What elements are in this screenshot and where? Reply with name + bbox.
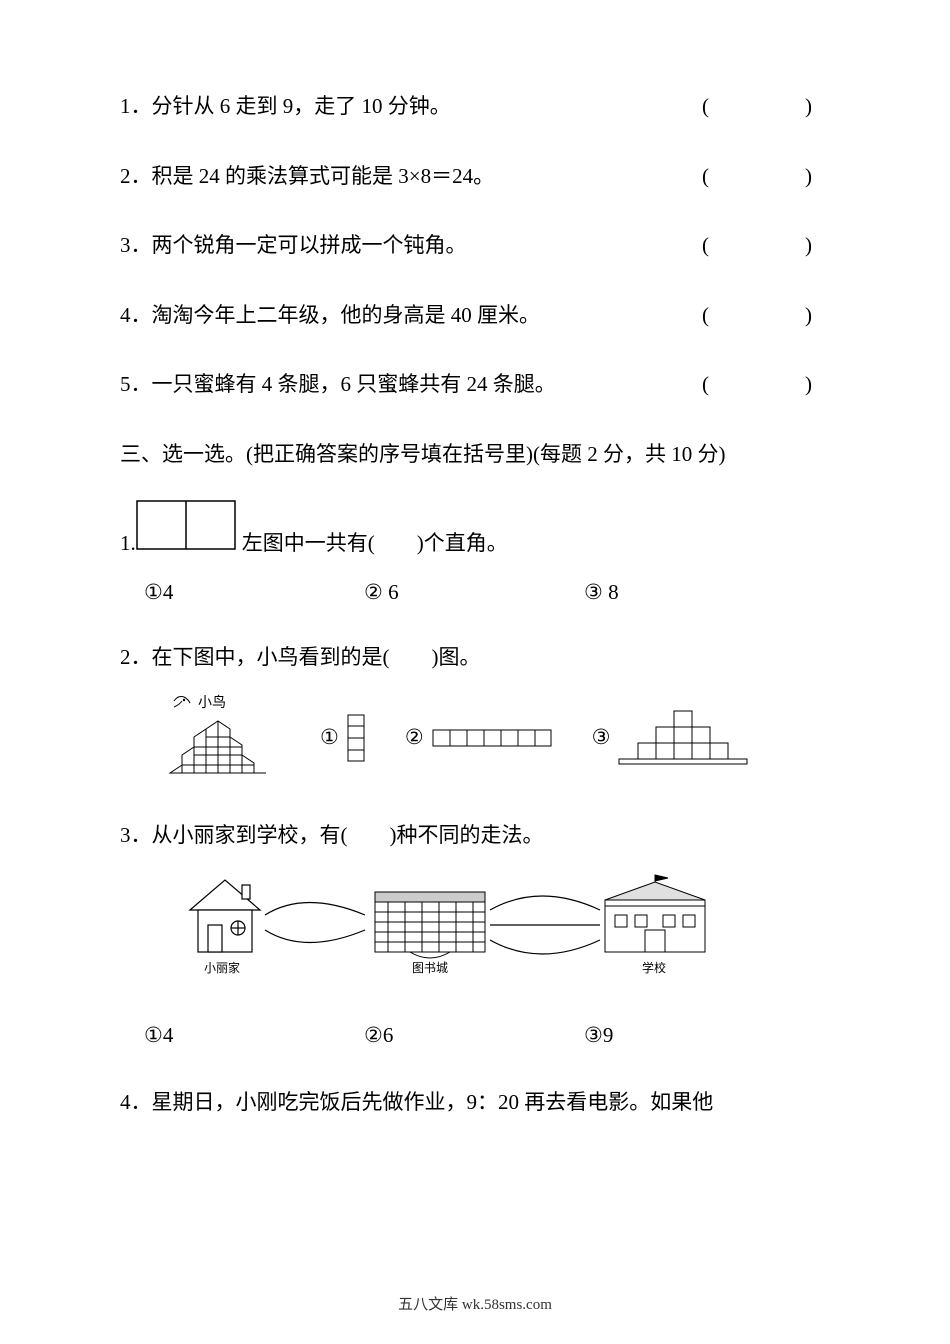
q3-2-text: 在下图中，小鸟看到的是( )图。: [152, 645, 481, 669]
q3-2-options: ① ②: [320, 710, 830, 765]
q3-1-num: 1.: [120, 527, 136, 561]
q3-1-opt-a: ①4: [144, 580, 364, 605]
home-label: 小丽家: [204, 960, 240, 975]
q3-4-text: 星期日，小刚吃完饭后先做作业，9：20 再去看电影。如果他: [152, 1090, 714, 1114]
q3-1-options: ①4 ② 6 ③ 8: [120, 580, 830, 605]
section-3-title: 三、选一选。(把正确答案的序号填在括号里)(每题 2 分，共 10 分): [120, 438, 830, 472]
tf-item-4: 4．淘淘今年上二年级，他的身高是 40 厘米。 ( ): [120, 299, 830, 333]
tf-paren: ( ): [702, 299, 830, 333]
bookstore-icon: [375, 892, 485, 958]
page-footer: 五八文库 wk.58sms.com: [0, 1293, 950, 1314]
tf-item-3: 3．两个锐角一定可以拼成一个钝角。 ( ): [120, 229, 830, 263]
tf-text: 4．淘淘今年上二年级，他的身高是 40 厘米。: [120, 299, 702, 333]
tf-text: 3．两个锐角一定可以拼成一个钝角。: [120, 229, 702, 263]
q3-2: 2．在下图中，小鸟看到的是( )图。: [120, 641, 830, 675]
school-label: 学校: [642, 960, 666, 975]
q3-2-figure: 小鸟 ①: [120, 693, 830, 783]
circle-2: ②: [405, 725, 424, 750]
q3-3-opt-a: ①4: [144, 1023, 364, 1048]
tf-paren: ( ): [702, 229, 830, 263]
school-icon: [605, 875, 705, 952]
bird-house-icon: 小鸟: [160, 693, 290, 783]
q3-4-num: 4．: [120, 1090, 152, 1114]
q3-1-text: 左图中一共有( )个直角。: [242, 527, 508, 561]
circle-3: ③: [592, 725, 611, 750]
tf-paren: ( ): [702, 160, 830, 194]
q3-3-num: 3．: [120, 823, 152, 847]
opt-a-shape-icon: [347, 714, 365, 762]
tf-item-5: 5．一只蜜蜂有 4 条腿，6 只蜜蜂共有 24 条腿。 ( ): [120, 368, 830, 402]
q3-1-opt-c: ③ 8: [584, 580, 804, 605]
q3-2-num: 2．: [120, 645, 152, 669]
tf-text: 2．积是 24 的乘法算式可能是 3×8＝24。: [120, 160, 702, 194]
q3-2-opt-b: ②: [405, 725, 552, 750]
q3-3-figure: 小丽家 图书城: [120, 870, 830, 1005]
q3-1: 1. 左图中一共有( )个直角。: [120, 500, 830, 561]
q3-2-opt-c: ③: [592, 710, 749, 765]
q3-3-text: 从小丽家到学校，有( )种不同的走法。: [152, 823, 544, 847]
home-icon: [190, 880, 260, 952]
q3-4: 4．星期日，小刚吃完饭后先做作业，9：20 再去看电影。如果他: [120, 1084, 830, 1122]
tf-text: 1．分针从 6 走到 9，走了 10 分钟。: [120, 90, 702, 124]
q3-3-opt-b: ②6: [364, 1023, 584, 1048]
q3-3: 3．从小丽家到学校，有( )种不同的走法。: [120, 819, 830, 853]
circle-1: ①: [320, 725, 339, 750]
tf-item-2: 2．积是 24 的乘法算式可能是 3×8＝24。 ( ): [120, 160, 830, 194]
opt-b-shape-icon: [432, 729, 552, 747]
bookstore-label: 图书城: [412, 961, 448, 975]
tf-paren: ( ): [702, 368, 830, 402]
tf-text: 5．一只蜜蜂有 4 条腿，6 只蜜蜂共有 24 条腿。: [120, 368, 702, 402]
q3-1-opt-b: ② 6: [364, 580, 584, 605]
two-square-shape: [136, 500, 236, 561]
tf-paren: ( ): [702, 90, 830, 124]
tf-item-1: 1．分针从 6 走到 9，走了 10 分钟。 ( ): [120, 90, 830, 124]
bird-label: 小鸟: [198, 695, 226, 711]
q3-2-opt-a: ①: [320, 714, 365, 762]
q3-3-options: ①4 ②6 ③9: [120, 1023, 830, 1048]
q3-3-opt-c: ③9: [584, 1023, 804, 1048]
true-false-list: 1．分针从 6 走到 9，走了 10 分钟。 ( ) 2．积是 24 的乘法算式…: [120, 90, 830, 402]
opt-c-shape-icon: [618, 710, 748, 765]
